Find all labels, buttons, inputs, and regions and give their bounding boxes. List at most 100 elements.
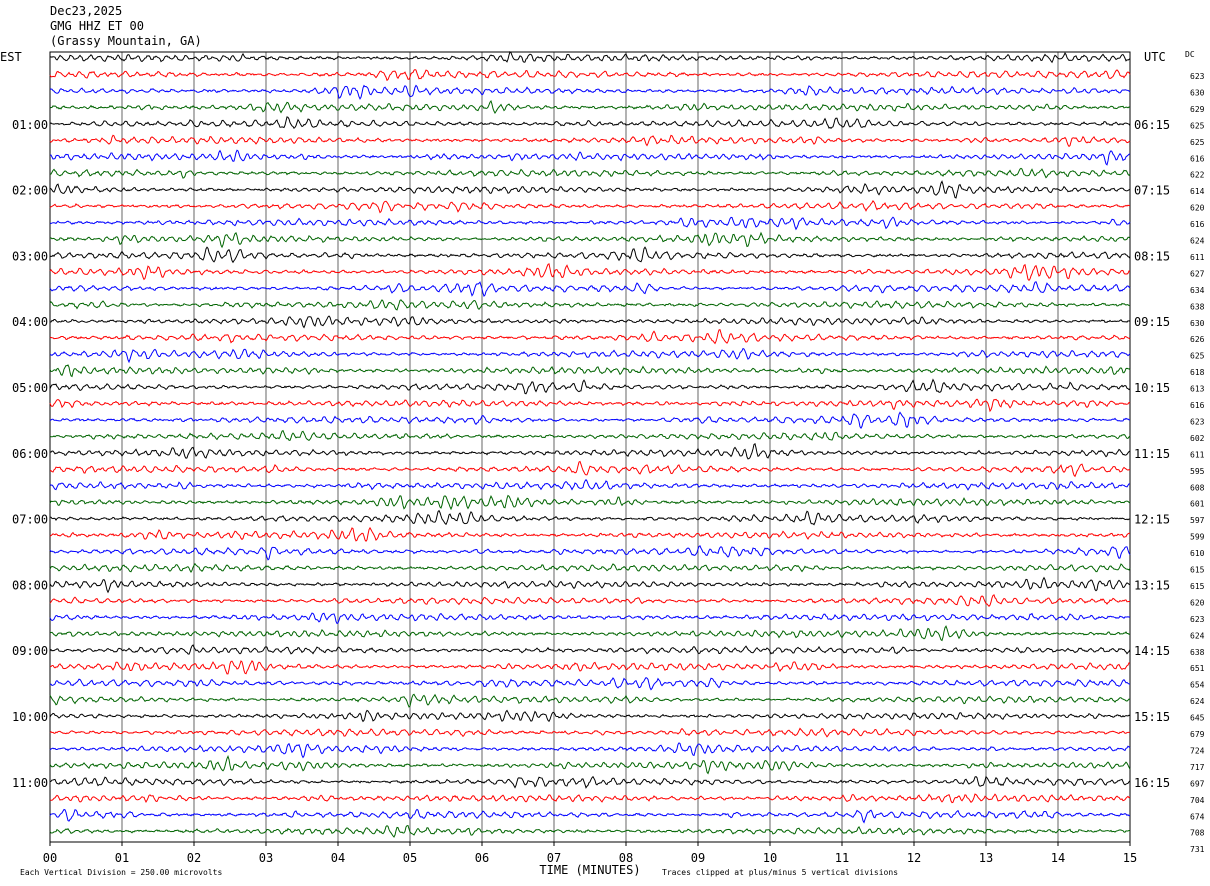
est-hour-label: 11:00	[12, 776, 48, 790]
seismic-trace	[49, 693, 1131, 708]
seismic-trace	[49, 84, 1131, 100]
dc-offset-label: 629	[1190, 105, 1205, 114]
dc-offset-label: 602	[1190, 434, 1205, 443]
dc-offset-label: 624	[1190, 237, 1205, 246]
x-tick-label: 12	[907, 851, 921, 865]
seismic-trace	[49, 315, 1131, 329]
seismic-trace	[49, 824, 1131, 838]
x-tick-label: 15	[1123, 851, 1137, 865]
seismic-trace	[49, 231, 1131, 249]
utc-hour-label: 09:15	[1134, 315, 1170, 329]
dc-offset-label: 625	[1190, 138, 1205, 147]
seismic-trace	[49, 398, 1131, 413]
dc-offset-label: 645	[1190, 714, 1205, 723]
dc-offset-label: 638	[1190, 302, 1205, 311]
dc-offset-label: 624	[1190, 697, 1205, 706]
seismic-trace	[49, 625, 1131, 642]
dc-offset-label: 616	[1190, 401, 1205, 410]
est-hour-label: 04:00	[12, 315, 48, 329]
x-tick-label: 01	[115, 851, 129, 865]
x-tick-label: 05	[403, 851, 417, 865]
seismic-trace	[49, 99, 1131, 114]
seismic-trace	[49, 134, 1131, 148]
x-tick-label: 10	[763, 851, 777, 865]
station-label: GMG HHZ ET 00	[50, 19, 144, 33]
seismic-trace	[49, 594, 1131, 608]
seismic-trace	[49, 299, 1131, 311]
dc-offset-label: 697	[1190, 779, 1205, 788]
seismic-trace	[49, 200, 1131, 214]
seismic-trace	[49, 576, 1131, 594]
utc-axis-label: UTC	[1144, 50, 1166, 64]
seismic-trace	[49, 727, 1131, 738]
utc-hour-label: 16:15	[1134, 776, 1170, 790]
x-tick-label: 08	[619, 851, 633, 865]
seismic-trace	[49, 180, 1131, 199]
utc-hour-label: 08:15	[1134, 249, 1170, 263]
seismic-trace	[49, 68, 1131, 82]
seismic-trace	[49, 263, 1131, 282]
seismic-trace	[49, 51, 1131, 64]
dc-offset-label: 616	[1190, 154, 1205, 163]
seismic-trace	[49, 644, 1131, 655]
dc-offset-label: 630	[1190, 88, 1205, 97]
dc-offset-label: 614	[1190, 187, 1205, 196]
seismic-trace	[49, 494, 1131, 511]
seismic-trace	[49, 429, 1131, 442]
utc-hour-label: 14:15	[1134, 644, 1170, 658]
est-hour-label: 08:00	[12, 578, 48, 592]
dc-offset-label: 630	[1190, 319, 1205, 328]
dc-offset-label: 638	[1190, 648, 1205, 657]
dc-offset-label: 595	[1190, 467, 1205, 476]
seismic-trace	[49, 676, 1131, 691]
dc-offset-label: 623	[1190, 417, 1205, 426]
dc-offset-label: 620	[1190, 204, 1205, 213]
utc-hour-label: 07:15	[1134, 184, 1170, 198]
dc-offset-label: 651	[1190, 664, 1205, 673]
est-hour-label: 02:00	[12, 184, 48, 198]
est-hour-label: 09:00	[12, 644, 48, 658]
dc-offset-label: 724	[1190, 746, 1205, 755]
seismic-trace	[49, 411, 1131, 430]
dc-offset-label: 608	[1190, 483, 1205, 492]
dc-offset-label: 618	[1190, 368, 1205, 377]
utc-hour-label: 12:15	[1134, 513, 1170, 527]
dc-offset-label: 634	[1190, 286, 1205, 295]
utc-hour-label: 11:15	[1134, 447, 1170, 461]
seismic-trace	[49, 149, 1131, 166]
dc-offset-label: 623	[1190, 72, 1205, 81]
seismic-trace	[49, 347, 1131, 364]
dc-offset-label: 615	[1190, 566, 1205, 575]
x-tick-label: 07	[547, 851, 561, 865]
seismic-trace	[49, 612, 1131, 625]
x-axis-title: TIME (MINUTES)	[539, 863, 640, 877]
dc-offset-label: 610	[1190, 549, 1205, 558]
seismic-trace	[49, 378, 1131, 395]
seismic-trace	[49, 793, 1131, 804]
seismic-trace	[49, 116, 1131, 130]
x-tick-label: 03	[259, 851, 273, 865]
seismic-trace	[49, 364, 1131, 378]
dc-offset-label: 601	[1190, 500, 1205, 509]
dc-offset-label: 597	[1190, 516, 1205, 525]
est-hour-label: 01:00	[12, 118, 48, 132]
seismic-trace	[49, 443, 1131, 460]
x-tick-label: 14	[1051, 851, 1065, 865]
dc-offset-label: 625	[1190, 352, 1205, 361]
est-hour-label: 06:00	[12, 447, 48, 461]
est-hour-label: 05:00	[12, 381, 48, 395]
dc-offset-label: 616	[1190, 220, 1205, 229]
seismic-trace	[49, 545, 1131, 561]
dc-offset-label: 622	[1190, 171, 1205, 180]
dc-offset-label: 613	[1190, 385, 1205, 394]
seismic-trace	[49, 709, 1131, 723]
dc-offset-label: 620	[1190, 598, 1205, 607]
seismic-trace	[49, 460, 1131, 478]
dc-offset-label: 615	[1190, 582, 1205, 591]
dc-offset-label: 717	[1190, 763, 1205, 772]
clipping-note: Traces clipped at plus/minus 5 vertical …	[662, 868, 898, 877]
est-axis-label: EST	[0, 50, 22, 64]
est-hour-label: 07:00	[12, 513, 48, 527]
seismic-trace	[49, 754, 1131, 775]
